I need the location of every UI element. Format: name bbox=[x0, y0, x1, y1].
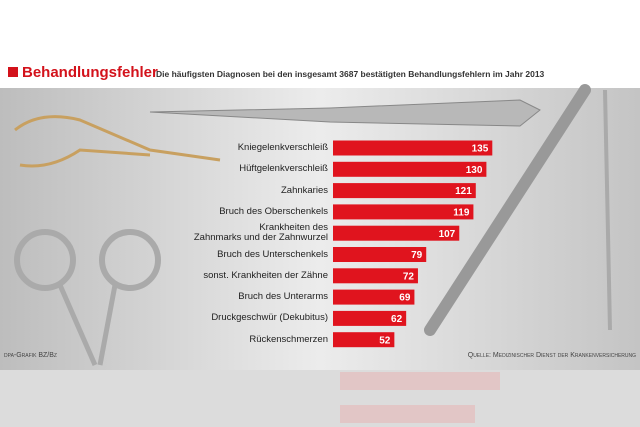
clamp bbox=[14, 115, 221, 168]
bar bbox=[333, 140, 493, 156]
value-label: 52 bbox=[379, 335, 391, 346]
scissors-ring bbox=[99, 229, 161, 291]
bar bbox=[333, 183, 476, 199]
value-label: 69 bbox=[399, 293, 411, 304]
category-label: Bruch des Unterschenkels bbox=[217, 248, 328, 260]
category-label: Kniegelenkverschleiß bbox=[237, 142, 328, 153]
reflection-bar bbox=[340, 372, 500, 390]
bar bbox=[333, 247, 427, 262]
category-label: Zahnkaries bbox=[281, 184, 328, 196]
bar bbox=[333, 161, 487, 177]
chart-title: Behandlungsfehler bbox=[22, 64, 158, 81]
value-label: 121 bbox=[455, 186, 472, 197]
scissors-ring bbox=[14, 229, 76, 291]
value-label: 72 bbox=[403, 271, 415, 282]
value-label: 62 bbox=[391, 314, 403, 325]
bar bbox=[333, 289, 415, 305]
category-label: Rückenschmerzen bbox=[249, 333, 328, 345]
credit: dpa-Grafik BZ/Bz bbox=[4, 352, 57, 359]
value-label: 119 bbox=[453, 208, 470, 219]
chart-subtitle: Die häufigsten Diagnosen bei den insgesa… bbox=[156, 69, 545, 79]
source: Quelle: Medizinischer Dienst der Kranken… bbox=[467, 352, 636, 359]
value-label: 135 bbox=[472, 144, 489, 155]
bar bbox=[333, 268, 418, 284]
probe bbox=[424, 84, 591, 336]
reflection-bar bbox=[340, 405, 475, 423]
category-label: Hüftgelenkverschleiß bbox=[239, 163, 328, 175]
category-label: Bruch des Unterarms bbox=[238, 291, 328, 303]
value-label: 107 bbox=[439, 229, 456, 240]
value-label: 130 bbox=[466, 165, 483, 176]
bar bbox=[333, 204, 474, 220]
reflection bbox=[0, 370, 640, 427]
category-label: Druckgeschwür (Dekubitus) bbox=[211, 312, 328, 324]
tweezers bbox=[603, 89, 612, 331]
category-label: Krankheiten des Zahnmarks und der Zahnwu… bbox=[193, 222, 328, 244]
bar bbox=[333, 225, 460, 241]
scissors-blade bbox=[57, 283, 118, 367]
bar bbox=[333, 310, 407, 326]
category-label: sonst. Krankheiten der Zähne bbox=[203, 269, 328, 281]
scalpel bbox=[149, 99, 541, 127]
bar bbox=[333, 332, 395, 348]
title-marker bbox=[8, 67, 18, 77]
category-label: Bruch des Oberschenkels bbox=[219, 205, 328, 217]
value-label: 79 bbox=[411, 250, 423, 261]
